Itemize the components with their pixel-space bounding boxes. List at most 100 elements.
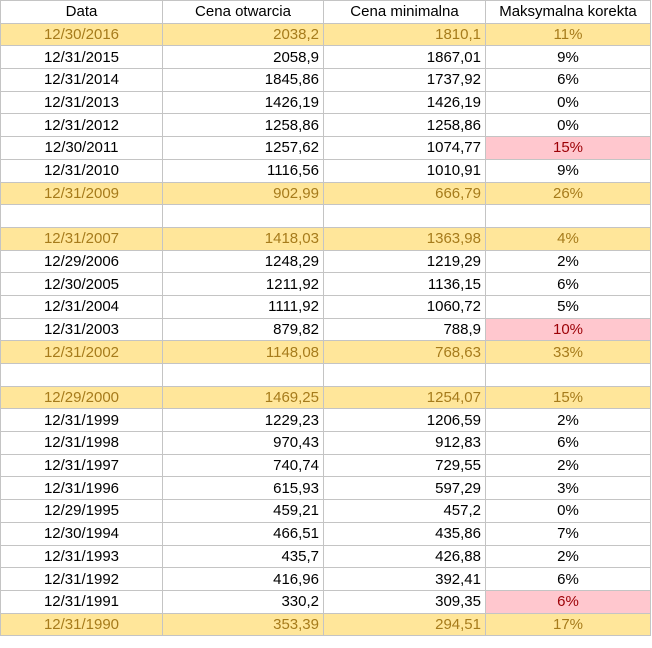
max-correction-cell[interactable]: 10%	[485, 317, 651, 342]
header-max-correction[interactable]: Maksymalna korekta	[485, 0, 651, 24]
max-correction-cell[interactable]: 26%	[485, 181, 651, 206]
date-cell[interactable]: 12/30/2016	[0, 22, 163, 47]
date-cell[interactable]: 12/31/2013	[0, 90, 163, 115]
min-price-cell[interactable]: 1074,77	[323, 136, 486, 160]
date-cell[interactable]: 12/31/1993	[0, 544, 163, 569]
min-price-cell[interactable]: 729,55	[323, 453, 486, 478]
min-price-cell[interactable]: 1258,86	[323, 113, 486, 138]
max-correction-cell[interactable]: 6%	[485, 589, 651, 614]
max-correction-cell[interactable]: 2%	[485, 453, 651, 478]
open-price-cell[interactable]: 1111,92	[162, 294, 324, 319]
open-price-cell[interactable]	[162, 204, 324, 228]
date-cell[interactable]: 12/30/2005	[0, 272, 163, 296]
header-date[interactable]: Data	[0, 0, 163, 24]
max-correction-cell[interactable]: 0%	[485, 113, 651, 138]
max-correction-cell[interactable]: 2%	[485, 249, 651, 274]
open-price-cell[interactable]: 1258,86	[162, 113, 324, 138]
date-cell[interactable]: 12/31/2007	[0, 226, 163, 251]
max-correction-cell[interactable]: 9%	[485, 45, 651, 70]
open-price-cell[interactable]: 1418,03	[162, 226, 324, 251]
min-price-cell[interactable]	[323, 204, 486, 228]
min-price-cell[interactable]: 309,35	[323, 589, 486, 614]
open-price-cell[interactable]: 1426,19	[162, 90, 324, 115]
date-cell[interactable]: 12/30/1994	[0, 521, 163, 546]
date-cell[interactable]: 12/31/1997	[0, 453, 163, 478]
max-correction-cell[interactable]	[485, 204, 651, 228]
min-price-cell[interactable]: 1136,15	[323, 272, 486, 296]
max-correction-cell[interactable]: 4%	[485, 226, 651, 251]
min-price-cell[interactable]: 597,29	[323, 476, 486, 501]
min-price-cell[interactable]: 1060,72	[323, 294, 486, 319]
max-correction-cell[interactable]: 0%	[485, 90, 651, 115]
date-cell[interactable]: 12/31/2003	[0, 317, 163, 342]
open-price-cell[interactable]: 1148,08	[162, 340, 324, 364]
max-correction-cell[interactable]: 7%	[485, 521, 651, 546]
min-price-cell[interactable]: 1254,07	[323, 385, 486, 410]
min-price-cell[interactable]: 294,51	[323, 612, 486, 637]
open-price-cell[interactable]: 1469,25	[162, 385, 324, 410]
max-correction-cell[interactable]: 5%	[485, 294, 651, 319]
min-price-cell[interactable]: 457,2	[323, 499, 486, 523]
open-price-cell[interactable]: 2058,9	[162, 45, 324, 70]
date-cell[interactable]: 12/29/2006	[0, 249, 163, 274]
max-correction-cell[interactable]: 6%	[485, 68, 651, 92]
min-price-cell[interactable]: 788,9	[323, 317, 486, 342]
max-correction-cell[interactable]: 6%	[485, 567, 651, 591]
header-min-price[interactable]: Cena minimalna	[323, 0, 486, 24]
open-price-cell[interactable]: 353,39	[162, 612, 324, 637]
min-price-cell[interactable]: 1363,98	[323, 226, 486, 251]
date-cell[interactable]: 12/31/1999	[0, 408, 163, 433]
min-price-cell[interactable]: 912,83	[323, 431, 486, 455]
open-price-cell[interactable]: 1257,62	[162, 136, 324, 160]
open-price-cell[interactable]: 435,7	[162, 544, 324, 569]
open-price-cell[interactable]: 1229,23	[162, 408, 324, 433]
max-correction-cell[interactable]: 17%	[485, 612, 651, 637]
open-price-cell[interactable]: 466,51	[162, 521, 324, 546]
open-price-cell[interactable]: 1248,29	[162, 249, 324, 274]
min-price-cell[interactable]: 1737,92	[323, 68, 486, 92]
open-price-cell[interactable]: 330,2	[162, 589, 324, 614]
date-cell[interactable]: 12/29/1995	[0, 499, 163, 523]
date-cell[interactable]	[0, 363, 163, 387]
max-correction-cell[interactable]: 0%	[485, 499, 651, 523]
min-price-cell[interactable]: 768,63	[323, 340, 486, 364]
date-cell[interactable]: 12/31/2009	[0, 181, 163, 206]
open-price-cell[interactable]: 1211,92	[162, 272, 324, 296]
open-price-cell[interactable]: 615,93	[162, 476, 324, 501]
open-price-cell[interactable]	[162, 363, 324, 387]
date-cell[interactable]: 12/31/1990	[0, 612, 163, 637]
open-price-cell[interactable]: 459,21	[162, 499, 324, 523]
date-cell[interactable]: 12/31/2004	[0, 294, 163, 319]
date-cell[interactable]: 12/31/2010	[0, 158, 163, 183]
date-cell[interactable]: 12/31/1996	[0, 476, 163, 501]
open-price-cell[interactable]: 970,43	[162, 431, 324, 455]
min-price-cell[interactable]: 1810,1	[323, 22, 486, 47]
max-correction-cell[interactable]: 6%	[485, 272, 651, 296]
max-correction-cell[interactable]: 33%	[485, 340, 651, 364]
header-open-price[interactable]: Cena otwarcia	[162, 0, 324, 24]
date-cell[interactable]: 12/31/2015	[0, 45, 163, 70]
min-price-cell[interactable]: 1010,91	[323, 158, 486, 183]
max-correction-cell[interactable]: 9%	[485, 158, 651, 183]
min-price-cell[interactable]: 1219,29	[323, 249, 486, 274]
max-correction-cell[interactable]	[485, 363, 651, 387]
open-price-cell[interactable]: 2038,2	[162, 22, 324, 47]
date-cell[interactable]: 12/30/2011	[0, 136, 163, 160]
max-correction-cell[interactable]: 11%	[485, 22, 651, 47]
max-correction-cell[interactable]: 15%	[485, 385, 651, 410]
open-price-cell[interactable]: 902,99	[162, 181, 324, 206]
min-price-cell[interactable]: 435,86	[323, 521, 486, 546]
open-price-cell[interactable]: 1845,86	[162, 68, 324, 92]
max-correction-cell[interactable]: 2%	[485, 408, 651, 433]
open-price-cell[interactable]: 879,82	[162, 317, 324, 342]
date-cell[interactable]: 12/31/1998	[0, 431, 163, 455]
min-price-cell[interactable]: 666,79	[323, 181, 486, 206]
min-price-cell[interactable]: 1426,19	[323, 90, 486, 115]
max-correction-cell[interactable]: 15%	[485, 136, 651, 160]
date-cell[interactable]: 12/31/1991	[0, 589, 163, 614]
date-cell[interactable]	[0, 204, 163, 228]
min-price-cell[interactable]: 426,88	[323, 544, 486, 569]
min-price-cell[interactable]: 1867,01	[323, 45, 486, 70]
max-correction-cell[interactable]: 3%	[485, 476, 651, 501]
open-price-cell[interactable]: 740,74	[162, 453, 324, 478]
